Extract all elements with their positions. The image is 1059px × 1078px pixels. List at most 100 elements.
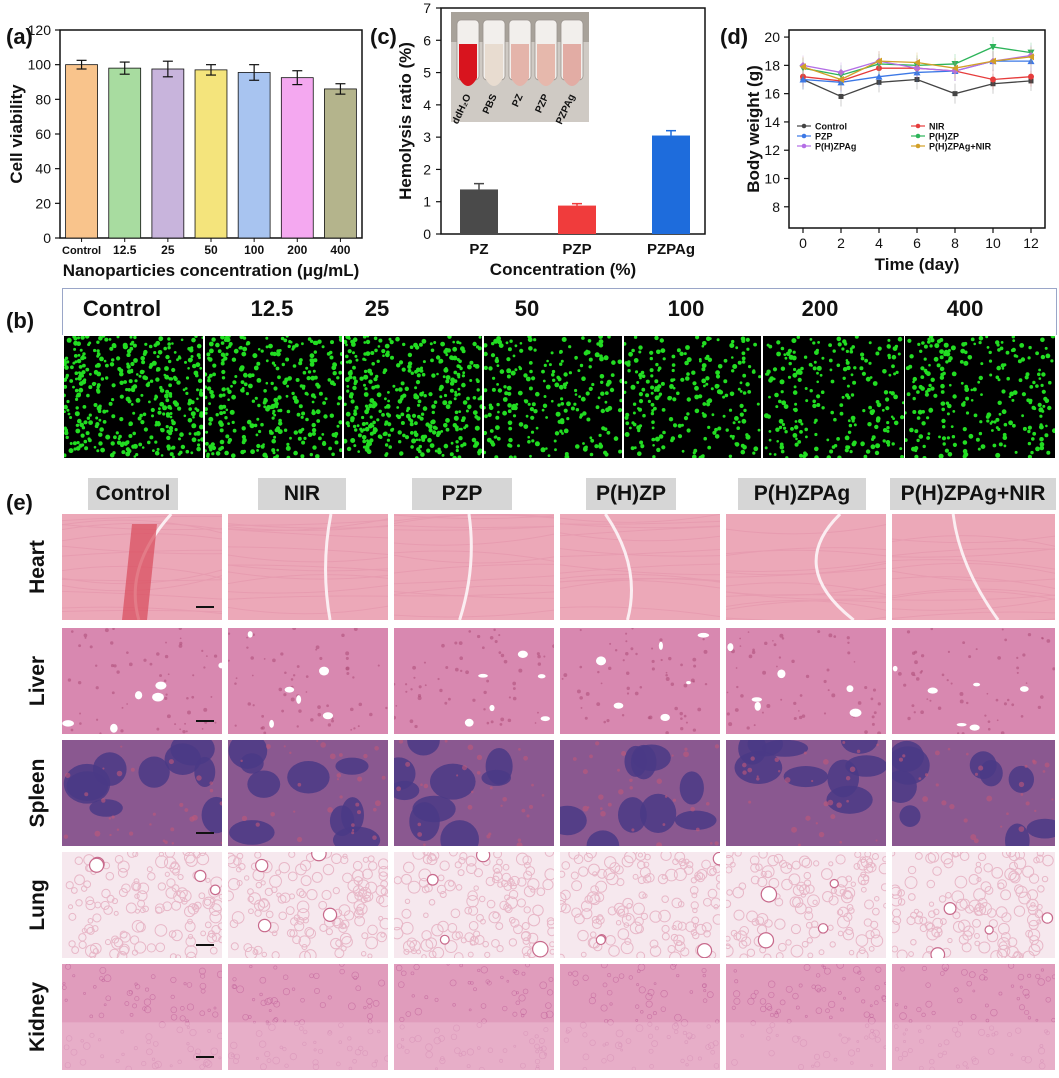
tissue-texture (560, 514, 720, 620)
histology-image (394, 514, 554, 620)
ytick-label-d: 12 (764, 142, 780, 158)
tissue-texture (228, 628, 388, 734)
ytick-label-c: 6 (423, 32, 431, 48)
point-d (952, 91, 958, 97)
tissue-texture (394, 514, 554, 620)
group-label: P(H)ZP (586, 478, 676, 510)
point-d (913, 64, 921, 72)
ytick-label-a: 0 (43, 230, 51, 246)
histology-image (892, 964, 1055, 1070)
histology-image (560, 628, 720, 734)
xtick-label-d: 12 (1023, 235, 1039, 251)
ytick-label-d: 10 (764, 171, 780, 187)
legend-label-d: P(H)ZPAg+NIR (929, 142, 992, 152)
tissue-texture (394, 740, 554, 846)
legend-label-d: P(H)ZP (929, 132, 959, 142)
xtick-label-d: 0 (799, 235, 807, 251)
organ-label: Heart (26, 540, 49, 594)
cells-dots (624, 336, 761, 458)
histology-image (726, 852, 886, 958)
tissue-texture (560, 852, 720, 958)
panel-b-frame (62, 288, 1057, 335)
fluorescence-image (763, 336, 904, 458)
ytick-label-a: 60 (35, 126, 51, 142)
fluorescence-header: 25 (364, 296, 390, 321)
point-d (914, 77, 920, 82)
xtick-label-a: 12.5 (113, 243, 137, 257)
tissue-texture (62, 740, 222, 846)
cells-dots (64, 336, 203, 458)
xtick-label-a: 25 (161, 243, 175, 257)
xlabel-a: Nanoparticies concentration (μg/mL) (63, 261, 360, 280)
point-d (1027, 53, 1034, 61)
chart-hemolysis: 0 1 2 3 4 5 6 7 PZ PZP PZPAg Concentration (%) Hemol… (396, 0, 706, 279)
point-d (838, 93, 844, 99)
cells-dots (764, 336, 904, 458)
tissue-texture (726, 964, 886, 1070)
xtick-label-a: Control (62, 245, 101, 257)
organ-label: Lung (26, 879, 49, 931)
histology-image (394, 852, 554, 958)
ylabel-c: Hemolysis ratio (%) (396, 42, 415, 200)
scale-bar (196, 832, 214, 834)
xtick-label-d: 4 (875, 235, 883, 251)
point-d (799, 63, 806, 71)
point-d (876, 65, 882, 72)
xtick-label-d: 8 (951, 235, 959, 251)
ytick-label-a: 20 (35, 195, 51, 211)
tube-liquid (563, 44, 581, 86)
cells-dots (205, 336, 342, 458)
histology-image (62, 628, 222, 734)
ylabel-a: Cell viability (7, 84, 26, 184)
point-d (989, 57, 996, 65)
tube-liquid (485, 44, 503, 86)
histology-image (394, 740, 554, 846)
ytick-label-d: 18 (764, 57, 780, 73)
point-d (799, 76, 807, 83)
ytick-label-c: 5 (423, 65, 431, 81)
bar-a (324, 88, 357, 239)
legend-label-d: PZP (815, 132, 833, 142)
point-d (837, 76, 844, 83)
panel-label-d: (d) (720, 24, 749, 49)
tube-liquid (511, 44, 529, 86)
legend-marker-d (915, 133, 921, 139)
organ-label: Kidney (26, 982, 49, 1053)
histology-image (560, 852, 720, 958)
tissue-texture (65, 852, 222, 958)
tissue-texture (394, 628, 554, 729)
tissue-texture (726, 630, 882, 734)
tissue-texture (892, 852, 1054, 958)
tissue-texture (62, 964, 222, 1070)
point-d (837, 78, 845, 86)
legend-marker-d (915, 143, 921, 149)
tissue-texture (62, 514, 222, 620)
histology-image (726, 964, 886, 1070)
bar-c (558, 205, 596, 234)
legend-marker-d (801, 143, 807, 149)
tissue-texture (892, 628, 1055, 734)
cells-dots (344, 336, 482, 458)
legend-marker-d (915, 123, 921, 129)
tissue-texture (892, 740, 1055, 846)
tissue-texture (228, 514, 388, 620)
point-d (913, 59, 920, 67)
group-label: P(H)ZPAg (738, 478, 866, 510)
chart-cell-viability: 0 20 40 60 80 100 120 Control 12.5 25 50 100 200 400 N… (7, 22, 363, 280)
ytick-label-c: 4 (423, 97, 431, 113)
group-label: PZP (412, 478, 512, 510)
inset-photo: ddH₂O PBS PZ PZP PZPAg (450, 12, 589, 126)
organ-label: Spleen (26, 758, 49, 828)
xtick-label-d: 6 (913, 235, 921, 251)
ytick-label-a: 80 (35, 91, 51, 107)
tissue-texture (228, 964, 388, 1070)
tissue-texture (726, 852, 886, 958)
histology-image (62, 740, 222, 846)
tissue-texture (560, 964, 720, 1070)
bar-a (151, 68, 185, 239)
histology-image (62, 514, 222, 620)
xtick-label-c: PZPAg (647, 241, 695, 258)
ytick-label-a: 40 (35, 161, 51, 177)
point-d (875, 73, 883, 80)
tissue-texture (62, 628, 222, 734)
